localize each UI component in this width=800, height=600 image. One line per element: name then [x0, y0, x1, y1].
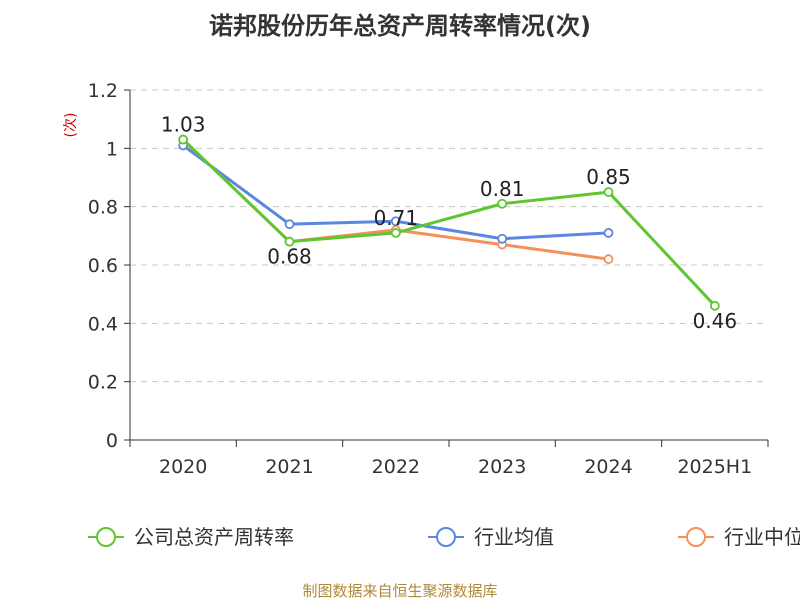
legend: 公司总资产周转率 行业均值 行业中位数 — [88, 525, 800, 549]
chart-title: 诺邦股份历年总资产周转率情况(次) — [209, 12, 591, 40]
x-tick-label: 2021 — [265, 456, 313, 478]
x-tick-label: 2023 — [478, 456, 526, 478]
series-point — [178, 134, 189, 145]
y-tick-label: 0.4 — [88, 313, 118, 335]
series-point — [603, 228, 614, 238]
series-point — [709, 300, 720, 311]
series-point — [603, 187, 614, 197]
legend-marker — [686, 527, 706, 547]
x-tick-label: 2020 — [159, 456, 207, 478]
series-layer — [178, 134, 720, 311]
y-tick-label: 0.2 — [88, 372, 118, 394]
x-tick-label: 2025H1 — [677, 456, 752, 478]
series-point — [497, 198, 508, 209]
series-point — [390, 216, 401, 227]
series-point — [284, 236, 295, 247]
y-tick-label: 0 — [106, 430, 118, 452]
data-label: 1.03 — [161, 113, 206, 137]
y-tick-label: 0.6 — [88, 255, 118, 277]
y-tick-label: 1.2 — [88, 80, 118, 102]
grid-layer — [130, 89, 768, 383]
series-line — [182, 138, 716, 307]
series-point — [603, 254, 614, 265]
data-label-layer: 1.03 0.68 0.71 0.81 0.85 0.46 — [161, 113, 737, 333]
data-label: 0.85 — [586, 165, 631, 189]
x-tick-label: 2022 — [372, 456, 420, 478]
y-tick-label: 1 — [106, 138, 118, 160]
legend-marker — [436, 527, 456, 547]
legend-label: 公司总资产周转率 — [134, 525, 294, 549]
data-label: 0.68 — [267, 245, 312, 269]
source-note: 制图数据来自恒生聚源数据库 — [302, 582, 497, 600]
data-label: 0.81 — [480, 177, 525, 201]
data-label: 0.46 — [693, 309, 738, 333]
legend-label: 行业均值 — [474, 525, 554, 549]
legend-label: 行业中位数 — [724, 525, 800, 549]
data-label: 0.71 — [374, 206, 419, 230]
series-point — [497, 233, 508, 244]
y-axis-label: (次) — [63, 113, 79, 138]
legend-marker — [96, 527, 116, 547]
series-point — [390, 228, 401, 238]
y-tick-label: 0.8 — [88, 197, 118, 219]
x-tick-label: 2024 — [584, 456, 632, 478]
series-point — [284, 219, 295, 230]
